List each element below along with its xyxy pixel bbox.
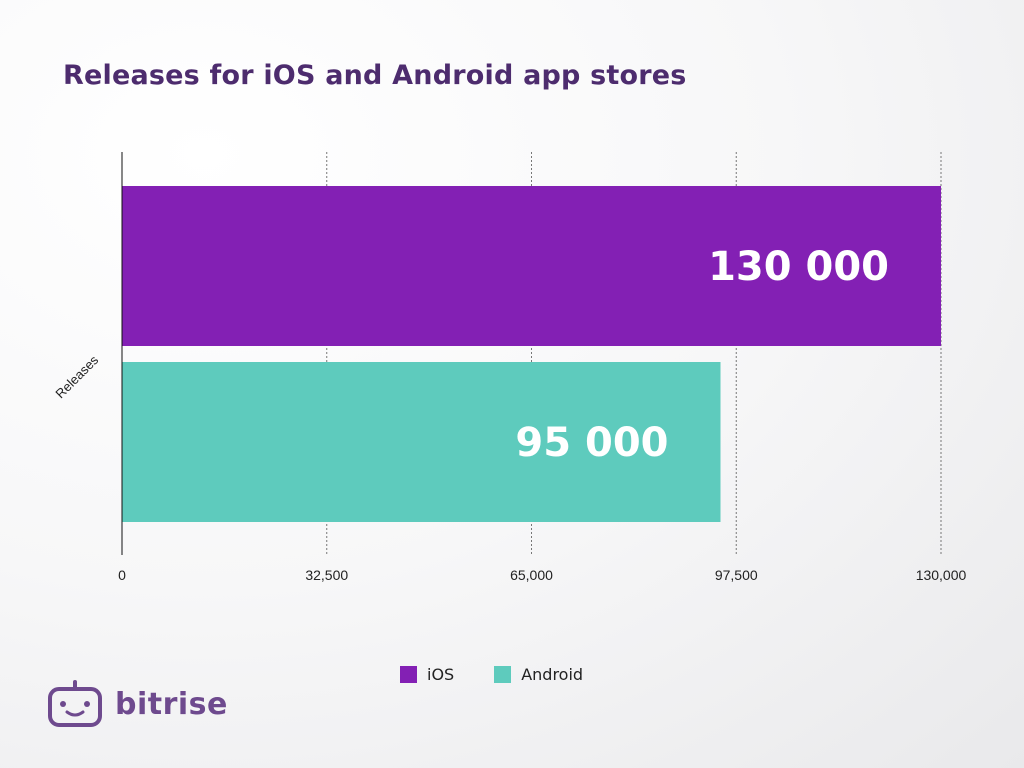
legend-swatch-android (494, 666, 512, 683)
bitrise-robot-icon (48, 680, 102, 727)
bar-value-labels: 130 000 95 000 (515, 244, 889, 466)
legend-swatch-ios (400, 666, 417, 683)
bar-value-label-ios: 130 000 (708, 244, 889, 290)
x-tick-label: 0 (118, 567, 126, 583)
legend-item-ios: iOS (400, 665, 454, 684)
legend-item-android: Android (494, 665, 583, 684)
x-tick-label: 97,500 (715, 567, 758, 583)
bars (122, 186, 941, 522)
bar-android (122, 362, 721, 522)
bitrise-logo: bitrise (45, 680, 228, 728)
x-tick-label: 65,000 (510, 567, 553, 583)
gridlines (326, 152, 942, 555)
bar-value-label-android: 95 000 (515, 420, 668, 466)
x-axis-ticks: 0 32,500 65,000 97,500 130,000 (118, 567, 966, 583)
bar-chart: 130 000 95 000 0 32,500 65,000 97,500 130,000… (52, 152, 967, 583)
legend-label-android: Android (521, 665, 584, 684)
legend-label-ios: iOS (427, 665, 455, 684)
y-axis-label: Releases (52, 352, 101, 401)
x-tick-label: 130,000 (916, 567, 967, 583)
x-tick-label: 32,500 (305, 567, 348, 583)
brand-name: bitrise (115, 686, 228, 722)
chart-legend: iOS Android (400, 665, 583, 684)
chart-title: Releases for iOS and Android app stores (63, 60, 687, 91)
bar-ios (122, 186, 941, 346)
